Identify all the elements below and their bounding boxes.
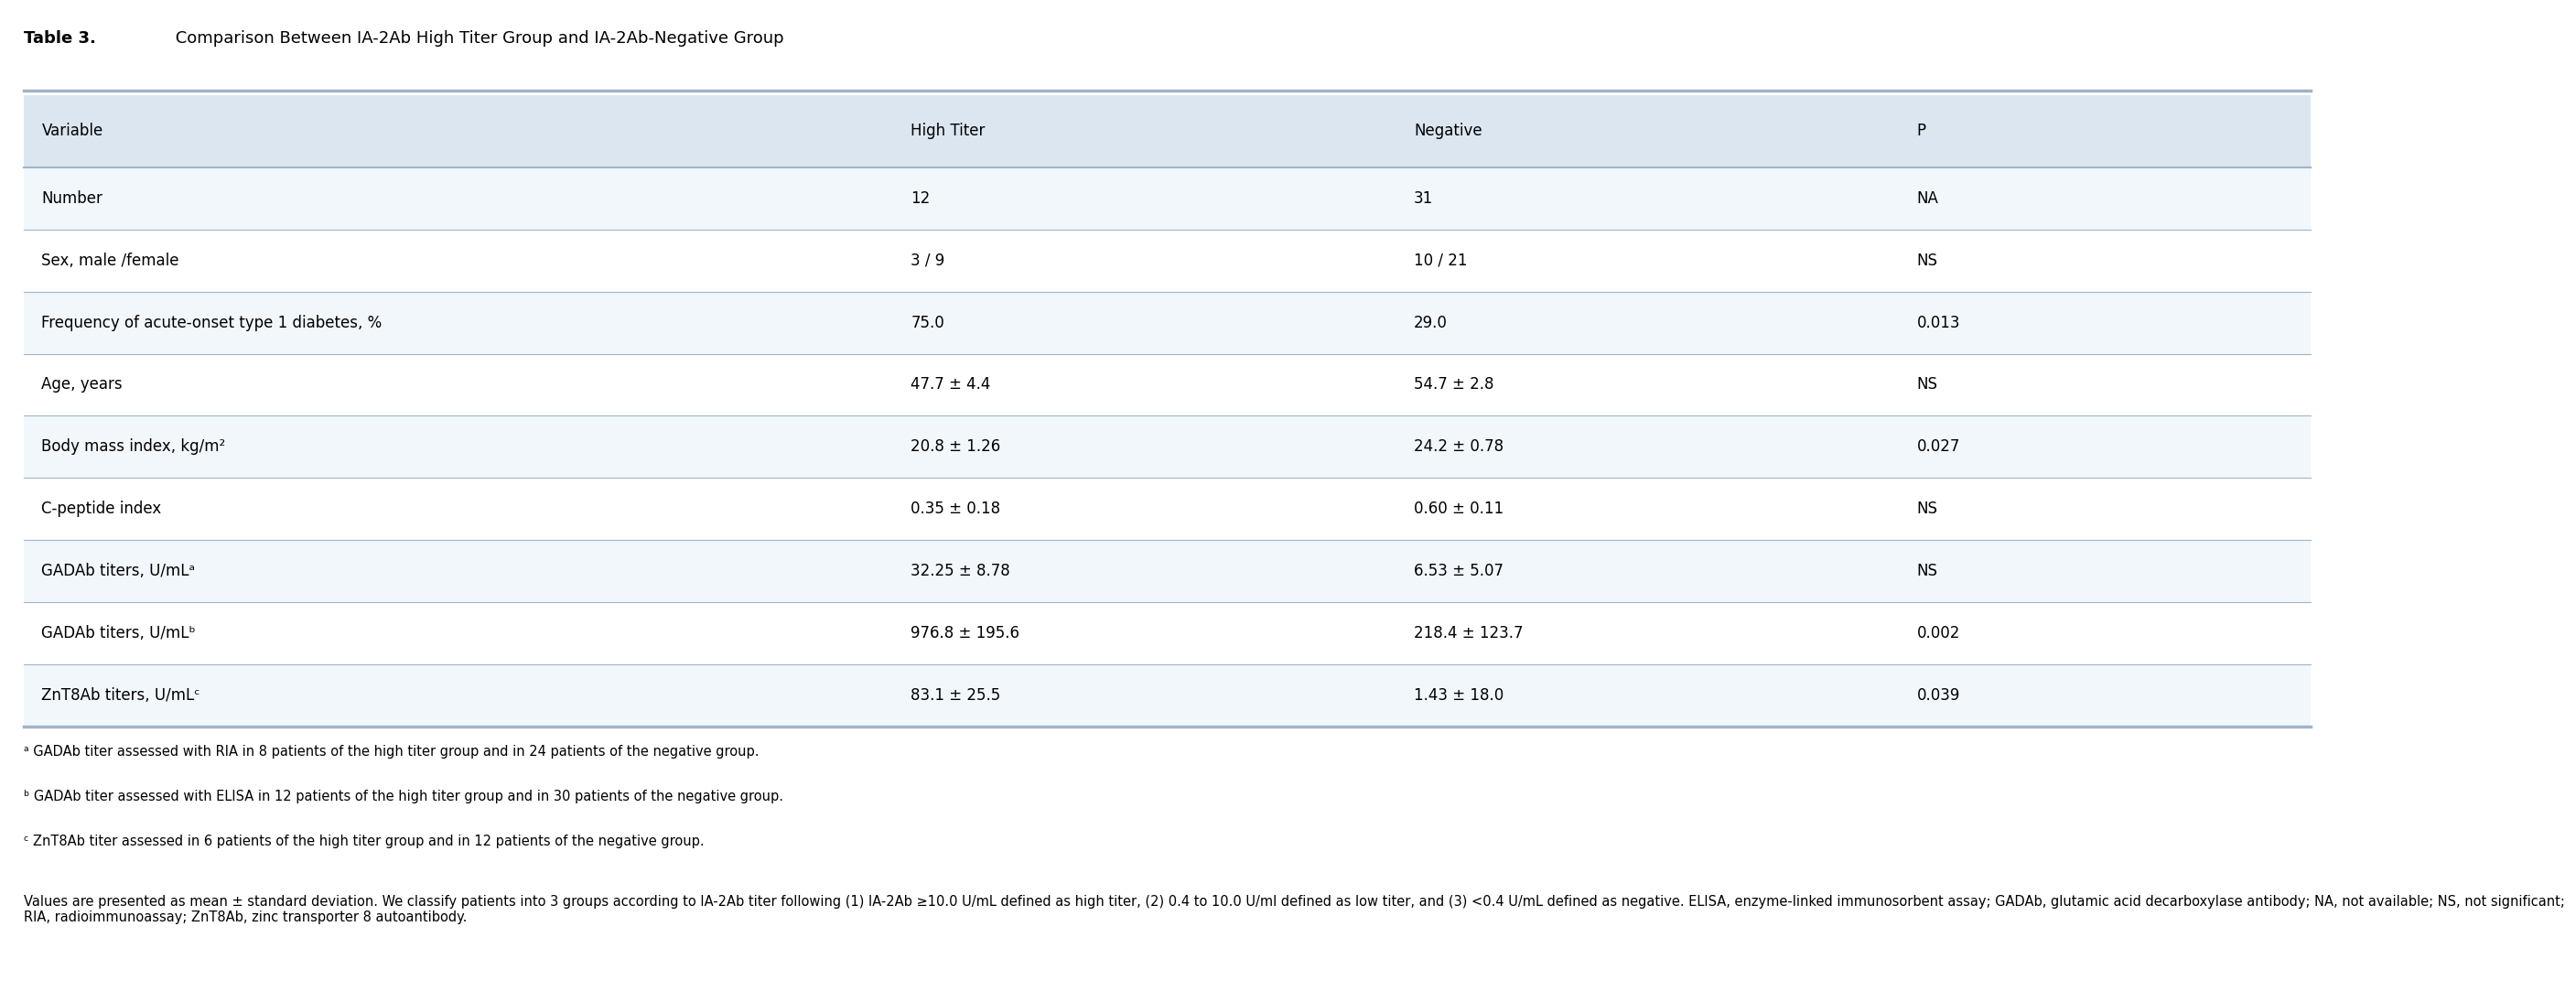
Text: 1.43 ± 18.0: 1.43 ± 18.0 xyxy=(1414,687,1504,703)
Text: 0.027: 0.027 xyxy=(1917,439,1960,455)
Text: NS: NS xyxy=(1917,377,1937,393)
Text: Comparison Between IA-2Ab High Titer Group and IA-2Ab-Negative Group: Comparison Between IA-2Ab High Titer Gro… xyxy=(170,30,783,46)
Text: Age, years: Age, years xyxy=(41,377,124,393)
Bar xyxy=(23,664,2311,726)
Text: 75.0: 75.0 xyxy=(912,315,945,331)
Bar xyxy=(23,229,2311,292)
Text: 29.0: 29.0 xyxy=(1414,315,1448,331)
Text: P: P xyxy=(1917,123,1927,139)
Text: 0.60 ± 0.11: 0.60 ± 0.11 xyxy=(1414,501,1504,517)
Bar xyxy=(23,602,2311,664)
Text: 31: 31 xyxy=(1414,190,1432,206)
Text: Values are presented as mean ± standard deviation. We classify patients into 3 g: Values are presented as mean ± standard … xyxy=(23,895,2566,925)
Text: Negative: Negative xyxy=(1414,123,1481,139)
Text: 0.013: 0.013 xyxy=(1917,315,1960,331)
Text: 24.2 ± 0.78: 24.2 ± 0.78 xyxy=(1414,439,1504,455)
Text: NS: NS xyxy=(1917,253,1937,269)
Text: 3 / 9: 3 / 9 xyxy=(912,253,945,269)
Text: 20.8 ± 1.26: 20.8 ± 1.26 xyxy=(912,439,999,455)
Text: 10 / 21: 10 / 21 xyxy=(1414,253,1468,269)
Text: 976.8 ± 195.6: 976.8 ± 195.6 xyxy=(912,625,1020,641)
Text: High Titer: High Titer xyxy=(912,123,984,139)
Text: NS: NS xyxy=(1917,563,1937,579)
Bar xyxy=(23,354,2311,416)
Text: 12: 12 xyxy=(912,190,930,206)
Bar xyxy=(23,292,2311,354)
Text: 83.1 ± 25.5: 83.1 ± 25.5 xyxy=(912,687,999,703)
Text: 218.4 ± 123.7: 218.4 ± 123.7 xyxy=(1414,625,1522,641)
Text: ᶜ ZnT8Ab titer assessed in 6 patients of the high titer group and in 12 patients: ᶜ ZnT8Ab titer assessed in 6 patients of… xyxy=(23,835,703,849)
Bar xyxy=(23,167,2311,229)
Text: C-peptide index: C-peptide index xyxy=(41,501,162,517)
Text: Body mass index, kg/m²: Body mass index, kg/m² xyxy=(41,439,227,455)
Text: NS: NS xyxy=(1917,501,1937,517)
Text: 32.25 ± 8.78: 32.25 ± 8.78 xyxy=(912,563,1010,579)
Text: Number: Number xyxy=(41,190,103,206)
Text: 47.7 ± 4.4: 47.7 ± 4.4 xyxy=(912,377,992,393)
Text: 54.7 ± 2.8: 54.7 ± 2.8 xyxy=(1414,377,1494,393)
Text: 0.002: 0.002 xyxy=(1917,625,1960,641)
Text: Variable: Variable xyxy=(41,123,103,139)
Text: 0.35 ± 0.18: 0.35 ± 0.18 xyxy=(912,501,999,517)
Bar xyxy=(23,540,2311,602)
Bar xyxy=(23,478,2311,540)
Bar xyxy=(23,416,2311,478)
Text: Table 3.: Table 3. xyxy=(23,30,95,46)
Text: ᵇ GADAb titer assessed with ELISA in 12 patients of the high titer group and in : ᵇ GADAb titer assessed with ELISA in 12 … xyxy=(23,790,783,804)
Text: GADAb titers, U/mLᵃ: GADAb titers, U/mLᵃ xyxy=(41,563,196,579)
Text: 6.53 ± 5.07: 6.53 ± 5.07 xyxy=(1414,563,1504,579)
Text: Sex, male /female: Sex, male /female xyxy=(41,253,180,269)
Text: ᵃ GADAb titer assessed with RIA in 8 patients of the high titer group and in 24 : ᵃ GADAb titer assessed with RIA in 8 pat… xyxy=(23,744,757,759)
Text: GADAb titers, U/mLᵇ: GADAb titers, U/mLᵇ xyxy=(41,625,196,641)
Text: 0.039: 0.039 xyxy=(1917,687,1960,703)
Text: ZnT8Ab titers, U/mLᶜ: ZnT8Ab titers, U/mLᶜ xyxy=(41,687,201,703)
Text: Frequency of acute-onset type 1 diabetes, %: Frequency of acute-onset type 1 diabetes… xyxy=(41,315,381,331)
Bar xyxy=(23,95,2311,167)
Text: NA: NA xyxy=(1917,190,1940,206)
